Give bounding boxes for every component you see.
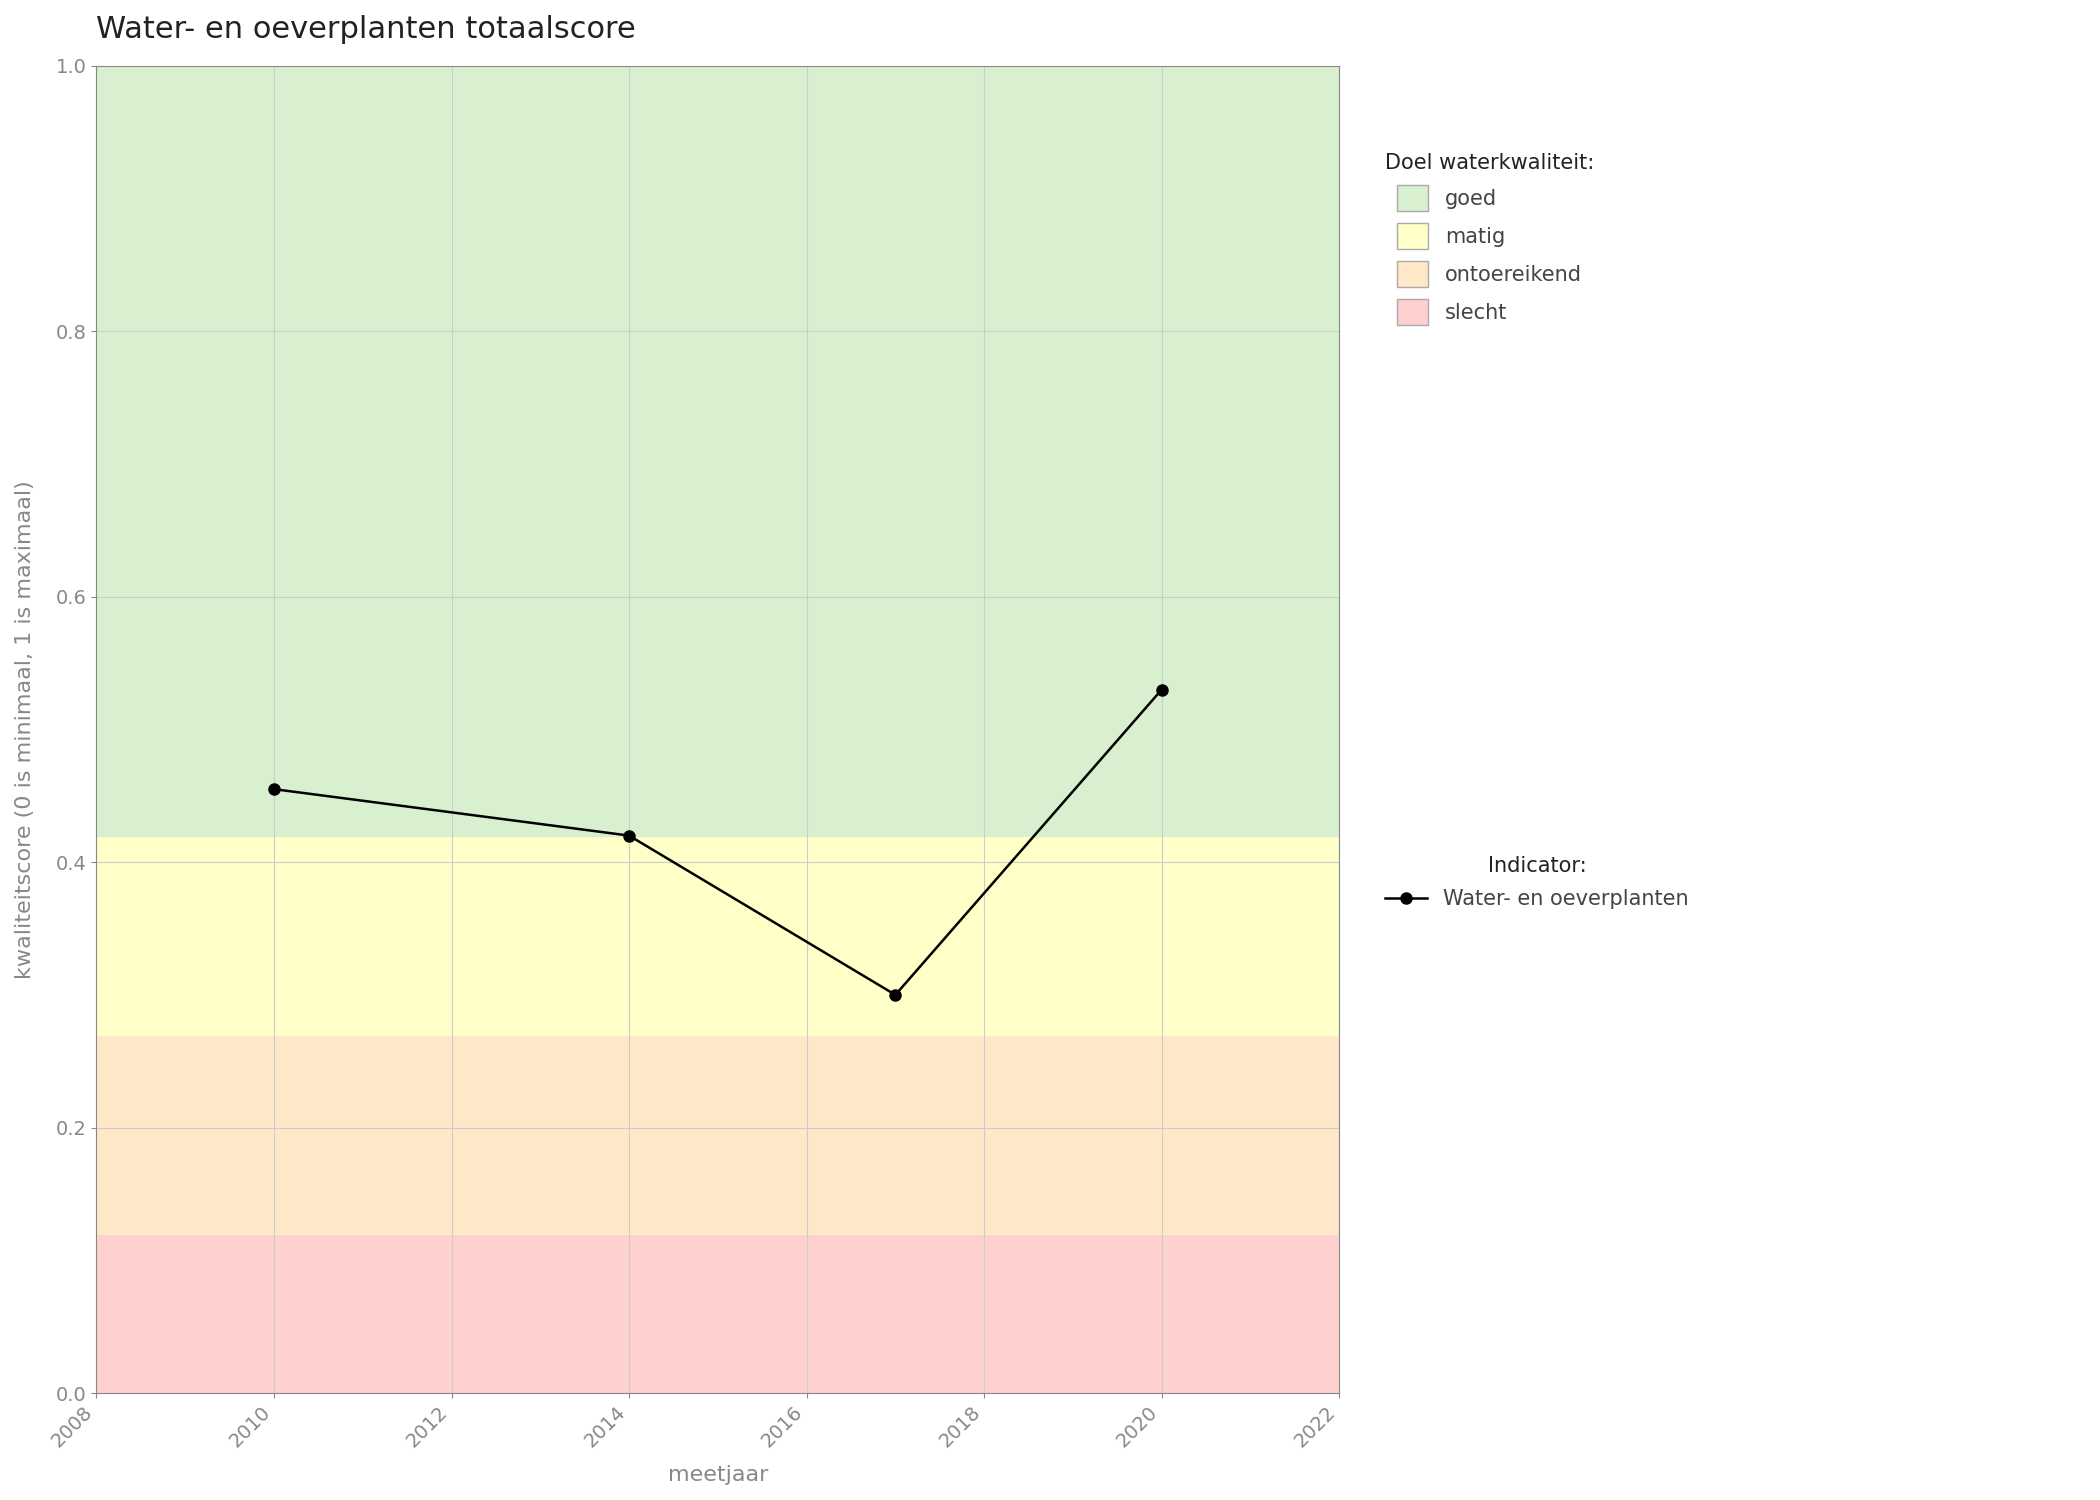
Bar bbox=[97, 66, 1340, 836]
Text: Water- en oeverplanten totaalscore: Water- en oeverplanten totaalscore bbox=[97, 15, 636, 44]
X-axis label: meetjaar: meetjaar bbox=[668, 1466, 769, 1485]
Legend: Water- en oeverplanten: Water- en oeverplanten bbox=[1376, 846, 1699, 920]
Bar bbox=[97, 1234, 1340, 1394]
Y-axis label: kwaliteitscore (0 is minimaal, 1 is maximaal): kwaliteitscore (0 is minimaal, 1 is maxi… bbox=[15, 480, 36, 980]
Bar bbox=[97, 836, 1340, 1035]
Bar bbox=[97, 1035, 1340, 1234]
